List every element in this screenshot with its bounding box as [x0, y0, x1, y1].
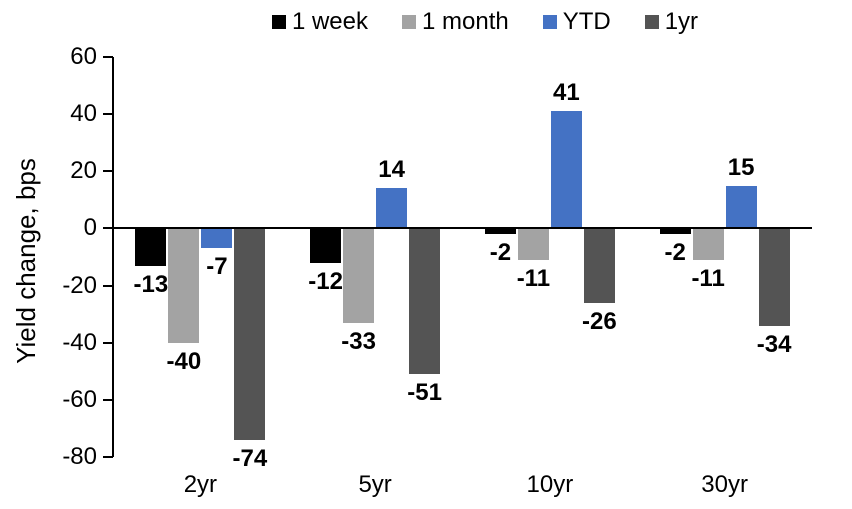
- bar-value-label: -11: [691, 264, 725, 292]
- legend-swatch-1-week: [271, 15, 286, 29]
- x-axis-category-label-2yr: 2yr: [183, 471, 218, 498]
- bar-value-label: -33: [341, 327, 376, 355]
- bar-value-label: -11: [516, 264, 551, 292]
- y-axis-tick-label: 0: [83, 214, 97, 242]
- bar-10yr-ytd: [550, 111, 582, 229]
- bar-value-label: 14: [378, 156, 405, 184]
- bar-value-label: -12: [308, 267, 343, 295]
- bar-10yr-1yr: [583, 228, 615, 303]
- legend-item-1yr: 1yr: [644, 8, 699, 36]
- bar-value-label: -74: [232, 444, 268, 472]
- bar-value-label: 41: [553, 79, 580, 107]
- bar-value-label: -51: [407, 379, 442, 407]
- bar-30yr-1yr: [758, 228, 790, 326]
- bar-5yr-ytd: [376, 188, 408, 229]
- bar-10yr-1-week: [484, 228, 516, 235]
- legend-label: 1yr: [664, 8, 699, 35]
- y-axis-tick-label: -80: [62, 443, 97, 470]
- bar-30yr-ytd: [725, 185, 757, 229]
- bar-5yr-1-month: [343, 228, 375, 323]
- bar-10yr-1-month: [517, 228, 549, 260]
- x-axis-zero-line: [113, 227, 812, 230]
- bar-value-label: -40: [166, 347, 202, 375]
- bar-2yr-1-month: [168, 228, 200, 343]
- legend-swatch-1yr: [644, 15, 659, 29]
- bar-value-label: -7: [206, 253, 228, 281]
- x-axis-category-label-5yr: 5yr: [358, 471, 392, 498]
- y-axis-tick: [103, 398, 113, 401]
- chart-legend: 1 week 1 month YTD 1yr: [118, 8, 852, 36]
- y-axis-tick-label: 20: [70, 157, 97, 185]
- bar-value-label: -13: [133, 270, 169, 298]
- bar-value-label: 15: [727, 153, 755, 181]
- bar-value-label: -26: [582, 307, 617, 335]
- legend-item-1-week: 1 week: [271, 8, 368, 36]
- bar-value-label: -34: [756, 330, 792, 358]
- bar-5yr-1-week: [310, 228, 342, 263]
- y-axis-tick-label: -60: [62, 385, 97, 413]
- legend-label: 1 month: [421, 8, 509, 35]
- y-axis-tick-label: 40: [70, 100, 97, 128]
- legend-swatch-ytd: [542, 15, 557, 29]
- legend-item-ytd: YTD: [542, 8, 611, 36]
- y-axis-tick: [103, 227, 113, 230]
- bar-value-label: -2: [664, 239, 686, 267]
- legend-label: YTD: [562, 8, 611, 35]
- bar-2yr-1-week: [135, 228, 167, 266]
- y-axis-tick-label: -20: [62, 271, 97, 299]
- bar-30yr-1-month: [692, 228, 724, 260]
- y-axis-tick: [103, 113, 113, 116]
- x-axis-category-label-10yr: 10yr: [526, 471, 574, 498]
- bar-2yr-ytd: [201, 228, 233, 249]
- y-axis-tick-label: -40: [62, 328, 97, 356]
- y-axis-tick: [103, 56, 113, 58]
- bar-5yr-1yr: [409, 228, 441, 375]
- legend-swatch-1-month: [401, 15, 416, 29]
- y-axis-tick: [103, 284, 113, 287]
- y-axis-tick: [103, 456, 113, 458]
- bar-value-label: -2: [489, 239, 512, 267]
- bar-30yr-1-week: [659, 228, 691, 235]
- y-axis-tick: [103, 170, 113, 173]
- legend-item-1-month: 1 month: [401, 8, 509, 36]
- x-axis-category-label-30yr: 30yr: [701, 471, 748, 498]
- y-axis-tick-label: 60: [70, 43, 97, 70]
- legend-label: 1 week: [291, 8, 368, 35]
- bar-2yr-1yr: [234, 228, 266, 440]
- y-axis-tick: [103, 341, 113, 344]
- y-axis-line: [112, 57, 114, 457]
